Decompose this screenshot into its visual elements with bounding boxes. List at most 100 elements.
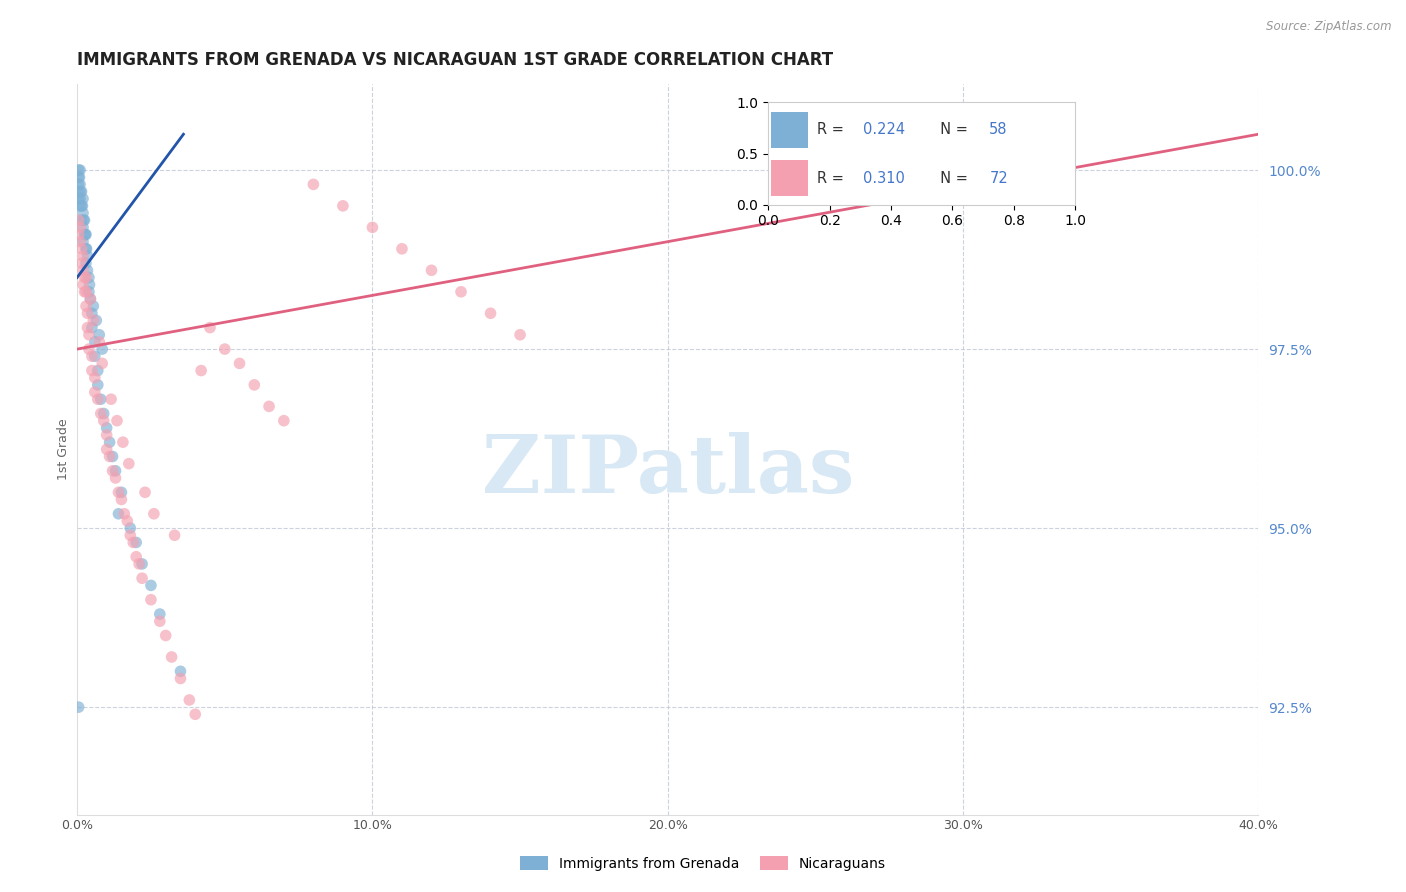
Point (72, 235, 94, 249)
Point (139, 578, 162, 592)
Point (73, 227, 96, 242)
Point (75, 242, 97, 256)
Point (332, 199, 354, 213)
Point (69, 185, 91, 199)
Point (131, 571, 153, 585)
Point (125, 535, 148, 549)
Point (69, 163, 91, 178)
Point (75, 285, 97, 299)
Point (75, 227, 97, 242)
Point (76, 320, 98, 334)
Point (87, 392, 110, 407)
Point (257, 400, 280, 414)
Point (131, 557, 153, 571)
Point (67, 213, 90, 227)
Point (110, 485, 132, 500)
Point (80, 363, 103, 377)
Point (67, 178, 90, 192)
Point (391, 242, 413, 256)
Point (72, 192, 94, 206)
Point (75, 256, 97, 270)
Point (107, 485, 129, 500)
Point (139, 592, 162, 607)
Point (93, 407, 115, 421)
Point (89, 327, 111, 342)
Point (90, 407, 112, 421)
Point (214, 342, 236, 356)
Point (83, 385, 105, 400)
Point (79, 292, 101, 306)
Point (104, 471, 127, 485)
Point (83, 334, 105, 349)
Point (190, 363, 212, 377)
Point (120, 521, 142, 535)
Point (69, 235, 91, 249)
Point (228, 356, 250, 370)
Point (155, 628, 177, 642)
Point (243, 377, 266, 392)
Point (80, 320, 103, 334)
Point (93, 414, 115, 428)
Point (105, 414, 128, 428)
Point (69, 199, 91, 213)
Point (110, 492, 132, 507)
Point (67, 170, 90, 185)
Point (120, 528, 142, 542)
Point (107, 507, 129, 521)
Point (101, 450, 124, 464)
Point (72, 199, 94, 213)
Point (149, 614, 172, 628)
Point (112, 507, 135, 521)
Point (100, 392, 122, 407)
Point (198, 320, 221, 334)
Point (69, 220, 91, 235)
Point (479, 306, 502, 320)
Point (118, 457, 141, 471)
Point (79, 277, 101, 292)
Point (67, 185, 90, 199)
Point (79, 292, 101, 306)
Point (70, 242, 93, 256)
Point (72, 206, 94, 220)
Point (76, 242, 98, 256)
Point (72, 263, 94, 277)
Point (76, 249, 98, 263)
Point (82, 313, 104, 327)
Point (83, 370, 105, 384)
Point (169, 665, 191, 679)
Point (86, 313, 108, 327)
Point (77, 342, 100, 356)
Point (101, 464, 124, 478)
Point (96, 421, 118, 435)
Point (73, 270, 96, 285)
Point (70, 213, 93, 227)
Point (184, 707, 207, 722)
Point (73, 285, 96, 299)
Point (77, 270, 100, 285)
Point (67, 227, 90, 242)
Point (69, 192, 91, 206)
Point (73, 213, 96, 227)
Point (125, 549, 148, 564)
Point (122, 535, 145, 549)
Point (179, 693, 201, 707)
Legend: Immigrants from Grenada, Nicaraguans: Immigrants from Grenada, Nicaraguans (515, 850, 891, 876)
Point (163, 528, 186, 542)
Point (420, 263, 443, 277)
Point (450, 285, 472, 299)
Point (89, 334, 111, 349)
Point (169, 672, 191, 686)
Point (96, 428, 118, 442)
Point (96, 442, 118, 457)
Point (111, 435, 134, 450)
Point (91, 356, 114, 370)
Point (302, 178, 325, 192)
Point (69, 170, 91, 185)
Point (67, 163, 90, 178)
Point (77, 285, 100, 299)
Point (134, 485, 156, 500)
Point (90, 392, 112, 407)
Point (70, 185, 93, 199)
Point (80, 306, 103, 320)
Point (69, 178, 91, 192)
